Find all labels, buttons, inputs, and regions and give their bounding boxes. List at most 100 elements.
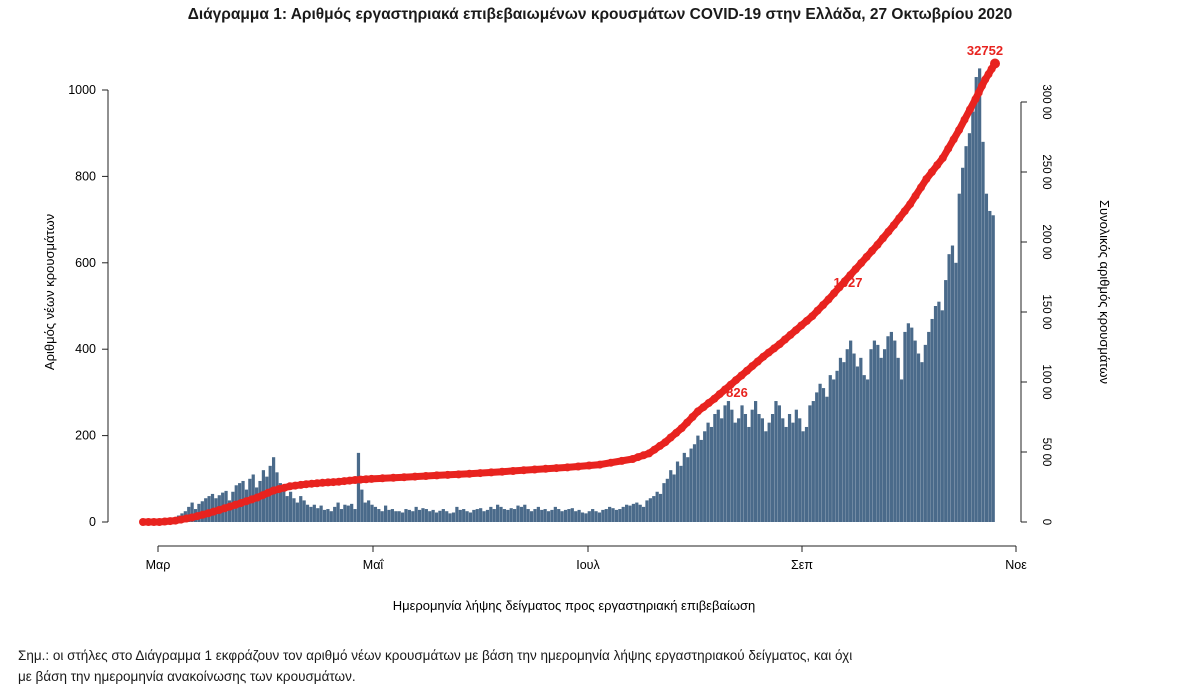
bar	[984, 193, 989, 522]
cumulative-point	[922, 175, 931, 183]
bar	[363, 502, 367, 522]
bar	[316, 508, 320, 522]
cumulative-point	[704, 399, 713, 407]
bar	[417, 509, 422, 522]
footnote-line-1: Σημ.: οι στήλες στο Διάγραμμα 1 εκφράζου…	[18, 648, 853, 663]
bar	[899, 379, 904, 522]
cumulative-labels: 32752 1627 826	[726, 43, 1003, 400]
bar	[428, 511, 432, 522]
bar	[886, 336, 890, 522]
bar	[757, 414, 761, 522]
bar	[618, 509, 622, 522]
bar	[726, 401, 731, 522]
bar	[916, 353, 921, 522]
cumulative-point	[585, 461, 594, 470]
chart-svg: 0 200 400 600 800 1000 0 50 00 100 00 150 00 200 …	[42, 43, 1112, 613]
cumulative-point	[509, 467, 517, 475]
bar	[190, 502, 194, 522]
bar	[434, 512, 439, 522]
y2-tick-label: 100 00	[1040, 364, 1052, 399]
cumulative-point	[742, 366, 751, 375]
cumulative-point	[944, 144, 953, 153]
bar	[770, 414, 775, 522]
bar	[299, 496, 303, 522]
cumulative-point	[960, 115, 969, 124]
bar	[529, 511, 534, 522]
bar	[954, 262, 958, 522]
bar	[920, 362, 924, 522]
bar	[326, 509, 330, 522]
y-tick-label: 600	[75, 256, 96, 270]
bar	[631, 503, 636, 522]
x-tick-label: Ιουλ	[576, 558, 600, 572]
y-tick-label: 800	[75, 169, 96, 183]
bar	[438, 510, 442, 522]
bar	[516, 505, 520, 522]
cumulative-point	[672, 428, 681, 437]
bar	[662, 483, 666, 522]
bar	[305, 504, 310, 522]
cumulative-point	[421, 472, 430, 480]
bar	[496, 504, 500, 522]
bar	[791, 422, 795, 522]
cumulative-point	[498, 467, 507, 476]
bar	[740, 405, 744, 522]
bar	[445, 511, 449, 522]
bar	[682, 452, 686, 522]
bar	[373, 506, 378, 522]
bar	[526, 509, 530, 522]
cumulative-point	[710, 394, 719, 403]
bar	[546, 511, 551, 522]
bar	[940, 310, 944, 522]
y-tick-label: 400	[75, 342, 96, 356]
cumulative-point	[367, 474, 376, 483]
cumulative-point	[851, 265, 860, 274]
bar	[421, 508, 425, 522]
bar	[244, 489, 249, 522]
cumulative-point	[683, 418, 692, 427]
cumulative-point	[721, 385, 730, 394]
bar	[879, 357, 883, 522]
cumulative-point	[906, 200, 915, 209]
cumulative-point	[977, 82, 986, 91]
bar	[937, 301, 941, 522]
bar	[648, 498, 652, 522]
cumulative-point	[819, 301, 828, 309]
chart-title: Διάγραμμα 1: Αριθμός εργαστηριακά επιβεβ…	[187, 6, 1013, 23]
bar	[227, 500, 232, 522]
bar	[971, 111, 975, 522]
cumulative-point	[753, 357, 762, 366]
cumulative-point	[617, 456, 626, 465]
cumulative-point	[748, 362, 757, 371]
bar	[509, 508, 513, 522]
bar	[750, 409, 754, 522]
x-tick-label: Μαΐ	[363, 558, 385, 572]
bar	[927, 331, 931, 522]
bar	[665, 478, 669, 522]
cumulative-point	[677, 424, 686, 433]
bar	[560, 511, 564, 522]
bar	[302, 500, 306, 522]
bar	[336, 502, 340, 522]
bar	[451, 512, 456, 522]
bar	[859, 357, 863, 522]
cumulative-point	[808, 312, 817, 321]
bar	[414, 506, 418, 522]
bar	[933, 306, 938, 522]
bar	[482, 511, 486, 522]
bar	[835, 370, 839, 522]
bar	[499, 506, 503, 522]
bar	[591, 509, 595, 522]
cumulative-point	[606, 458, 615, 467]
cumulative-point	[144, 518, 153, 526]
cumulative-point	[889, 221, 898, 230]
bar	[625, 504, 629, 522]
bar	[275, 472, 279, 522]
bar	[343, 504, 347, 522]
bar	[672, 474, 676, 522]
bar	[686, 457, 690, 522]
bar	[611, 508, 615, 522]
bar	[964, 146, 968, 522]
bar	[346, 505, 350, 522]
x-tick-label: Νοε	[1005, 558, 1027, 572]
